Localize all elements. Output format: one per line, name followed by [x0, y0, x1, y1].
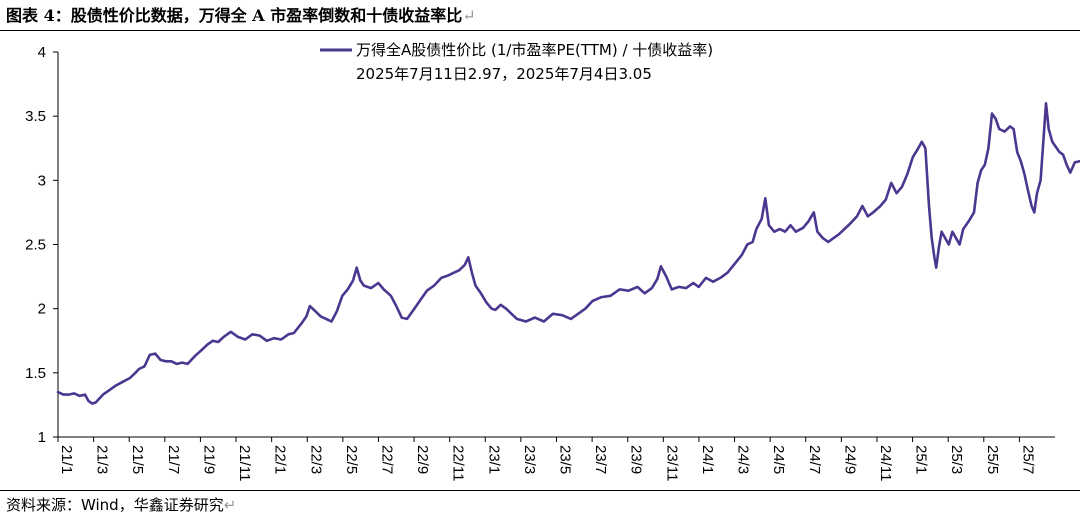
- x-tick-label: 21/9: [200, 445, 217, 474]
- x-tick-label: 24/9: [841, 445, 858, 474]
- y-tick-label: 1.5: [25, 365, 46, 382]
- x-tick-label: 25/3: [948, 445, 965, 474]
- x-tick-label: 24/1: [699, 445, 716, 474]
- x-tick-label: 24/5: [770, 445, 787, 474]
- x-tick-label: 21/11: [236, 445, 253, 481]
- x-tick-label: 22/11: [450, 445, 467, 481]
- x-tick-label: 22/5: [343, 445, 360, 474]
- x-tick-label: 22/3: [307, 445, 324, 474]
- x-tick-label: 21/7: [165, 445, 182, 474]
- y-tick-label: 2: [38, 301, 46, 318]
- y-tick-label: 1: [38, 429, 46, 446]
- y-tick-label: 3: [38, 172, 46, 189]
- return-mark-icon: ↵: [223, 496, 237, 514]
- x-tick-label: 21/1: [58, 445, 75, 474]
- top-rule: [0, 30, 1080, 31]
- source-text: 资料来源：Wind，华鑫证券研究: [6, 496, 224, 514]
- x-tick-label: 21/3: [94, 445, 111, 474]
- x-axis: 21/1 21/3 21/5 21/7 21/9 21/11 22/1 22/3 22/5 22/…: [57, 436, 1055, 481]
- x-tick-label: 23/7: [592, 445, 609, 474]
- x-tick-label: 23/11: [663, 445, 680, 481]
- x-tick-label: 24/7: [806, 445, 823, 474]
- y-tick-label: 3.5: [25, 108, 46, 125]
- source-note: 资料来源：Wind，华鑫证券研究↵: [6, 494, 236, 515]
- x-tick-label: 25/1: [913, 445, 930, 474]
- legend-label: 万得全A股债性价比 (1/市盈率PE(TTM) / 十债收益率): [356, 41, 713, 59]
- y-tick-label: 2.5: [25, 237, 46, 254]
- x-tick-label: 24/3: [735, 445, 752, 474]
- bottom-rule: [0, 490, 1080, 491]
- x-tick-label: 25/5: [984, 445, 1001, 474]
- y-tick-label: 4: [38, 44, 46, 61]
- legend: 万得全A股债性价比 (1/市盈率PE(TTM) / 十债收益率) 2025年7月…: [320, 41, 713, 83]
- y-axis: 1 1.5 2 2.5 3 3.5 4: [25, 44, 59, 446]
- series-group: [56, 102, 1080, 405]
- x-tick-label: 24/11: [877, 445, 894, 481]
- x-tick-label: 23/9: [628, 445, 645, 474]
- x-tick-label: 23/5: [557, 445, 574, 474]
- x-tick-label: 25/7: [1019, 445, 1036, 474]
- x-tick-label: 22/9: [414, 445, 431, 474]
- x-tick-label: 21/5: [129, 445, 146, 474]
- chart-title-text: 图表 4：股债性价比数据，万得全 A 市盈率倒数和十债收益率比: [6, 6, 463, 25]
- x-tick-label: 22/7: [378, 445, 395, 474]
- chart-title: 图表 4：股债性价比数据，万得全 A 市盈率倒数和十债收益率比↵: [6, 2, 476, 26]
- legend-note: 2025年7月11日2.97，2025年7月4日3.05: [356, 65, 652, 83]
- x-tick-label: 23/3: [521, 445, 538, 474]
- return-mark-icon: ↵: [462, 6, 476, 25]
- x-tick-label: 22/1: [272, 445, 289, 474]
- series-line: [56, 102, 1080, 405]
- x-tick-label: 23/1: [485, 445, 502, 474]
